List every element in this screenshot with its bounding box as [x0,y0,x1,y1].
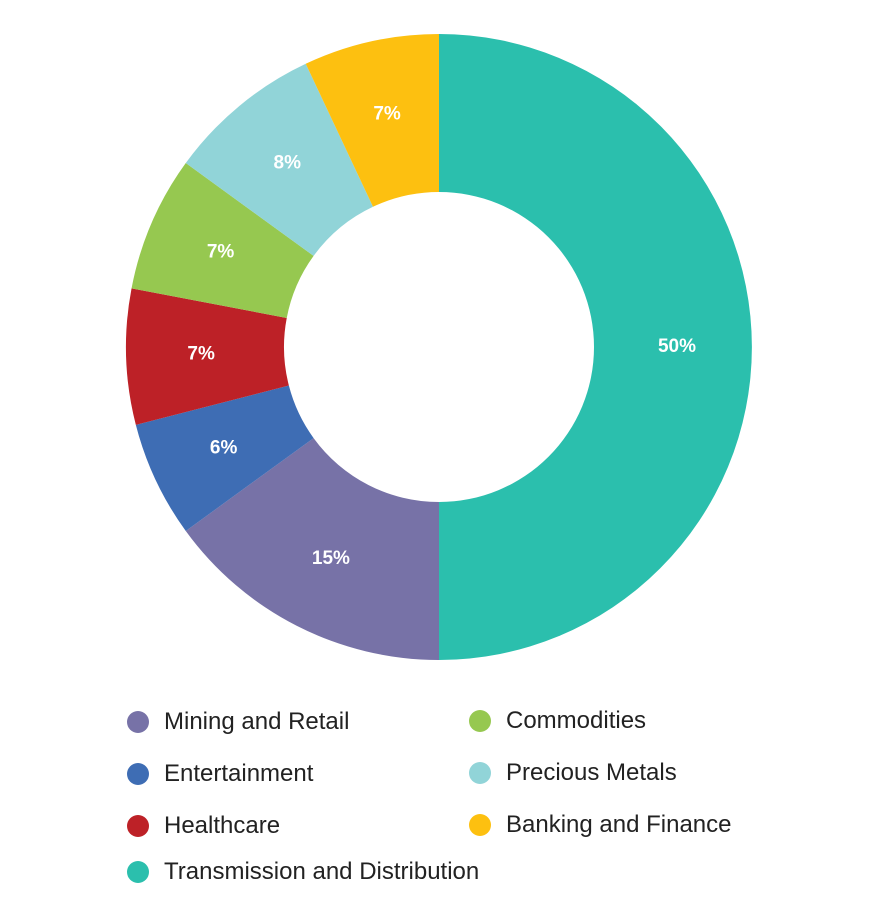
slice-label-commodities: 7% [207,241,235,262]
legend-label: Banking and Finance [506,811,732,838]
slice-label-banking-and-finance: 7% [373,104,401,125]
slice-label-transmission-and-distribution: 50% [658,336,696,357]
legend-label: Healthcare [164,812,281,839]
legend-item-mining-and-retail: Mining and Retail [127,706,349,738]
legend-swatch-precious-metals [469,762,491,784]
legend-label: Mining and Retail [164,708,350,735]
donut-slice-commodities [131,163,314,318]
donut-slice-banking-and-finance [305,34,439,207]
legend: Mining and Retail Entertainment Healthca… [0,700,877,900]
legend-item-banking-and-finance: Banking and Finance [469,809,732,841]
legend-label: Transmission and Distribution [164,858,480,885]
legend-label: Entertainment [164,760,314,787]
legend-item-healthcare: Healthcare [127,810,280,842]
legend-swatch-banking-and-finance [469,814,491,836]
legend-swatch-commodities [469,710,491,732]
legend-item-entertainment: Entertainment [127,758,313,790]
slice-label-healthcare: 7% [187,343,215,364]
legend-swatch-healthcare [127,815,149,837]
legend-item-transmission-and-distribution: Transmission and Distribution [127,856,479,888]
donut-slice-mining-and-retail [185,438,439,660]
legend-item-precious-metals: Precious Metals [469,757,677,789]
legend-item-commodities: Commodities [469,705,646,737]
legend-swatch-entertainment [127,763,149,785]
slice-label-precious-metals: 8% [274,153,302,174]
donut-chart: 50% 15% 6% 7% 7% 8% 7% [126,34,752,660]
legend-label: Commodities [506,707,647,734]
legend-label: Precious Metals [506,759,677,786]
slice-label-mining-and-retail: 15% [312,548,350,569]
donut-slice-transmission-and-distribution [439,34,752,660]
legend-swatch-mining-and-retail [127,711,149,733]
donut-slice-healthcare [126,288,289,425]
slice-label-entertainment: 6% [210,437,238,458]
donut-slice-precious-metals [185,63,374,256]
legend-swatch-transmission-and-distribution [127,861,149,883]
donut-slice-entertainment [135,385,314,531]
